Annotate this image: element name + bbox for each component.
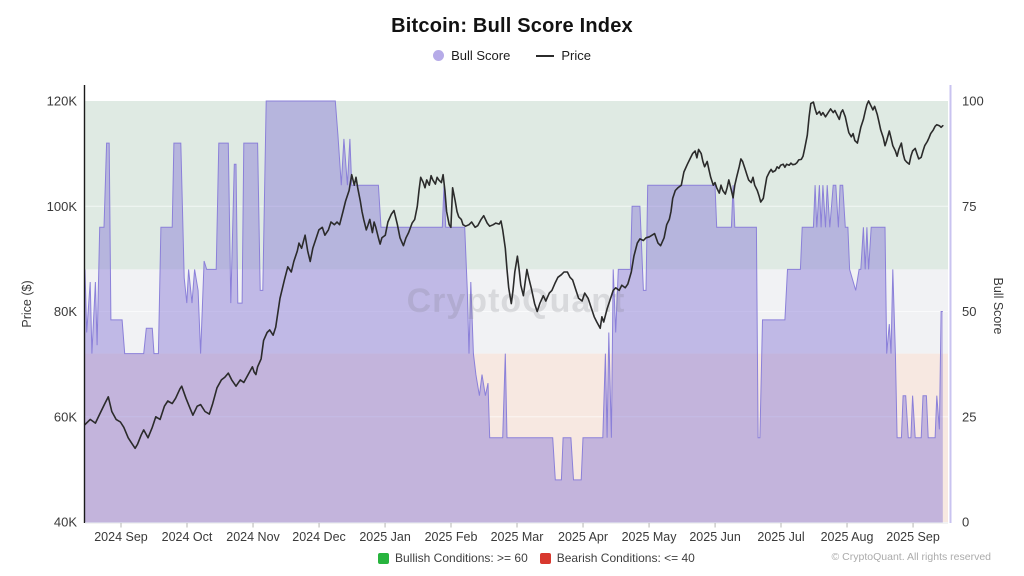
price-line-icon <box>536 54 555 57</box>
bullish-conditions-label: Bullish Conditions: >= 60 <box>395 551 528 565</box>
x-axis-label: 2025 Jan <box>359 530 410 544</box>
legend-bull-score-label: Bull Score <box>451 48 511 63</box>
bearish-swatch-icon <box>539 552 551 564</box>
x-axis-label: 2025 Aug <box>821 530 874 544</box>
price-line <box>84 100 944 450</box>
bull-score-area-edge <box>84 100 943 481</box>
price-axis-label: 120K <box>47 94 78 109</box>
bearish-conditions-label: Bearish Conditions: <= 40 <box>556 551 695 565</box>
x-axis-label: 2025 Sep <box>886 530 940 544</box>
score-axis-label: 100 <box>962 94 984 109</box>
x-axis-label: 2025 May <box>622 530 678 544</box>
x-axis-label: 2025 Jun <box>689 530 740 544</box>
price-axis-label: 80K <box>54 304 77 319</box>
copyright-text: © CryptoQuant. All rights reserved <box>831 551 991 563</box>
legend-price-label: Price <box>561 48 591 63</box>
score-axis-label: 50 <box>962 304 976 319</box>
score-axis-label: 25 <box>962 409 976 424</box>
bull-score-area <box>85 101 943 523</box>
price-axis-label: 100K <box>47 199 78 214</box>
x-axis-label: 2025 Mar <box>491 530 544 544</box>
legend-item-bull-score[interactable]: Bull Score <box>433 48 510 63</box>
score-axis-label: 75 <box>962 199 976 214</box>
score-axis-label: 0 <box>962 515 969 530</box>
legend-item-price[interactable]: Price <box>536 48 591 63</box>
x-axis-label: 2025 Apr <box>558 530 608 544</box>
x-axis-label: 2025 Jul <box>757 530 804 544</box>
right-axis-title: Bull Score <box>991 278 1005 335</box>
bull-score-dot-icon <box>433 50 445 61</box>
bullish-swatch-icon <box>378 552 389 564</box>
chart-legend: Bull Score Price <box>0 48 1024 63</box>
x-axis-label: 2025 Feb <box>425 530 478 544</box>
left-axis-title: Price ($) <box>20 280 34 327</box>
price-axis-label: 40K <box>54 515 77 530</box>
footer-legend: Bullish Conditions: >= 60 Bearish Condit… <box>378 551 695 565</box>
x-axis-label: 2024 Dec <box>292 530 346 544</box>
watermark: CryptoQuant <box>407 282 626 320</box>
x-axis-label: 2024 Sep <box>94 530 148 544</box>
x-axis-label: 2024 Oct <box>162 530 213 544</box>
page-title: Bitcoin: Bull Score Index <box>391 15 633 37</box>
x-axis-label: 2024 Nov <box>226 530 280 544</box>
price-axis-label: 60K <box>54 409 77 424</box>
